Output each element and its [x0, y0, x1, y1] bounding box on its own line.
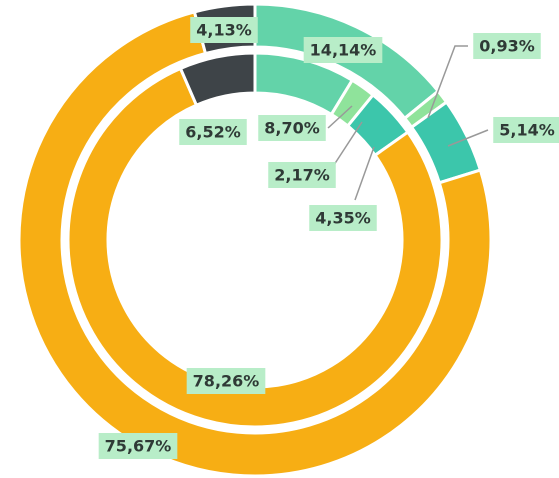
- leader-line: [354, 146, 375, 201]
- label-background: [190, 17, 258, 43]
- data-label: 78,26%: [186, 368, 266, 394]
- data-label: 75,67%: [98, 433, 178, 459]
- data-label: 5,14%: [493, 117, 559, 143]
- leader-line: [427, 45, 468, 119]
- leader-line: [327, 105, 353, 129]
- data-label: 2,17%: [268, 162, 336, 188]
- leader-line: [447, 129, 489, 147]
- data-label: 0,93%: [473, 33, 541, 59]
- label-background: [98, 433, 178, 459]
- label-text: 8,70%: [264, 119, 320, 138]
- label-background: [493, 117, 559, 143]
- label-background: [258, 115, 326, 141]
- donut-segment: [17, 10, 493, 478]
- data-label: 8,70%: [258, 115, 326, 141]
- leader-line: [331, 121, 363, 169]
- donut-segment: [178, 51, 257, 108]
- label-text: 2,17%: [274, 166, 330, 185]
- label-text: 0,93%: [479, 37, 535, 56]
- label-background: [179, 119, 247, 145]
- label-background: [473, 33, 541, 59]
- data-label: 6,52%: [179, 119, 247, 145]
- label-background: [309, 205, 377, 231]
- label-background: [268, 162, 336, 188]
- donut-segment: [66, 66, 444, 429]
- label-text: 6,52%: [185, 123, 241, 142]
- label-text: 4,13%: [196, 21, 252, 40]
- data-label: 14,14%: [303, 37, 383, 63]
- label-text: 78,26%: [193, 372, 260, 391]
- label-text: 4,35%: [315, 209, 371, 228]
- label-text: 75,67%: [105, 437, 172, 456]
- label-background: [186, 368, 266, 394]
- label-background: [303, 37, 383, 63]
- data-label: 4,35%: [309, 205, 377, 231]
- data-label: 4,13%: [190, 17, 258, 43]
- label-text: 14,14%: [310, 41, 377, 60]
- label-text: 5,14%: [499, 121, 555, 140]
